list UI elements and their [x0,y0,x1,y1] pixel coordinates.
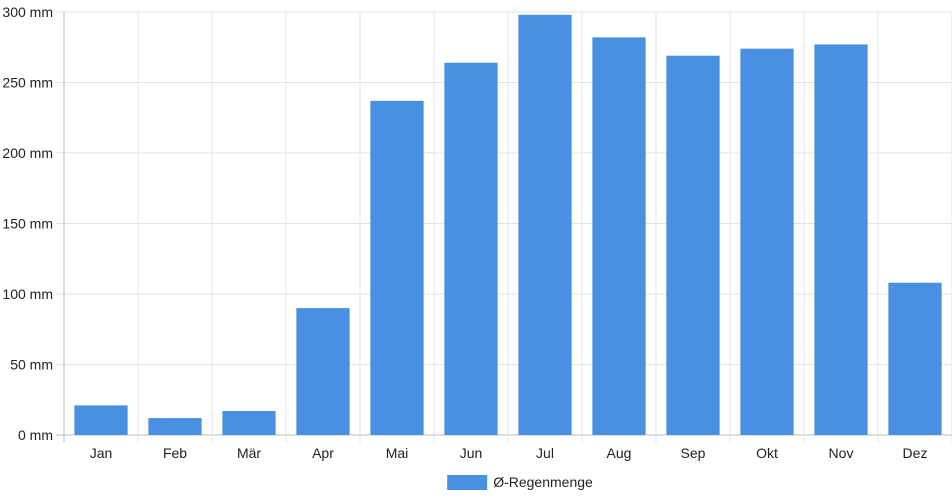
bar-nov[interactable] [814,44,868,436]
legend-swatch[interactable] [447,475,488,490]
bar-dez[interactable] [888,282,942,435]
y-tick-label: 200 mm [2,145,53,161]
y-tick-label: 100 mm [2,286,53,302]
bar-feb[interactable] [148,418,202,435]
legend-label[interactable]: Ø-Regenmenge [493,474,593,490]
x-tick-label: Jun [460,445,483,461]
x-tick-label: Dez [903,445,928,461]
x-tick-label: Jan [90,445,113,461]
x-tick-label: Okt [756,445,778,461]
x-tick-label: Jul [536,445,554,461]
x-tick-label: Feb [163,445,187,461]
bar-mär[interactable] [222,411,276,435]
y-tick-label: 300 mm [2,4,53,20]
x-tick-label: Nov [829,445,854,461]
y-tick-label: 250 mm [2,75,53,91]
y-tick-label: 150 mm [2,216,53,232]
y-axis: 0 mm 50 mm 100 mm 150 mm 200 mm 250 mm 300 mm [2,4,53,443]
bar-jul[interactable] [518,14,572,435]
bar-apr[interactable] [296,308,350,435]
legend[interactable]: Ø-Regenmenge [447,474,593,490]
x-tick-label: Apr [312,445,334,461]
x-tick-label: Mai [386,445,409,461]
grid [56,11,952,443]
bar-mai[interactable] [370,100,424,435]
bar-jan[interactable] [74,405,128,435]
y-tick-label: 50 mm [10,357,53,373]
x-tick-label: Aug [607,445,632,461]
x-tick-label: Mär [237,445,261,461]
bars [74,14,942,436]
y-tick-label: 0 mm [18,427,53,443]
bar-sep[interactable] [666,55,720,436]
bar-okt[interactable] [740,48,794,435]
x-axis: Jan Feb Mär Apr Mai Jun Jul Aug Sep Okt Nov Dez [90,445,928,461]
bar-jun[interactable] [444,62,498,435]
bar-aug[interactable] [592,37,646,435]
x-tick-label: Sep [681,445,706,461]
